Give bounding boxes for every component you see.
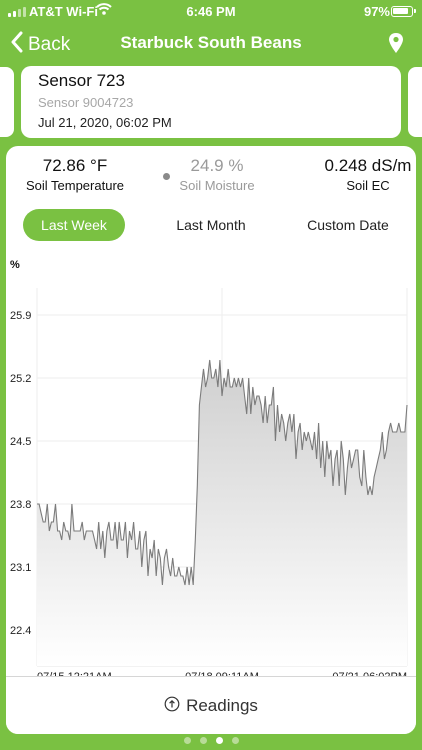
stat-label: Soil EC [346,178,390,193]
wifi-icon [96,2,112,19]
stats-row: 72.86 °F Soil Temperature 24.9 % Soil Mo… [6,156,416,198]
sensor-timestamp: Jul 21, 2020, 06:02 PM [38,115,172,130]
stat-label: Soil Moisture [179,178,255,193]
battery-percent: 97% [363,4,390,19]
y-tick-label: 25.9 [10,310,31,322]
battery-icon [391,6,416,17]
page-title: Starbuck South Beans [120,33,302,52]
selected-indicator-icon [163,173,170,180]
page-dot[interactable] [199,737,207,744]
nav-bar: Back Starbuck South Beans [0,22,422,64]
chart-y-unit: % [10,259,20,271]
page-dot[interactable] [215,737,223,744]
x-tick-label: 07/18 09:11AM [185,671,259,676]
chart-series-line [37,359,408,586]
cellular-signal-icon [8,7,26,17]
page-dot[interactable] [183,737,191,744]
status-bar: AT&T Wi-Fi 6:46 PM 97% [0,0,422,22]
readings-label: Readings [186,696,258,715]
chart-area-fill [37,360,407,666]
stat-value: 72.86 °F [42,156,108,175]
map-pin-button[interactable] [388,32,404,59]
y-tick-label: 23.1 [10,562,31,574]
chevron-left-icon [10,31,24,58]
info-circle-icon [164,696,180,717]
sensor-id: Sensor 9004723 [38,95,134,110]
map-pin-icon [388,33,404,58]
sensor-card[interactable]: Sensor 723 Sensor 9004723 Jul 21, 2020, … [21,66,401,138]
carrier-label: AT&T Wi-Fi [29,4,98,19]
y-tick-label: 23.8 [10,499,31,511]
next-sensor-card[interactable] [408,67,422,137]
stat-value: 0.248 dS/m [324,156,412,175]
soil-moisture-chart: 22.423.123.824.525.225.9 07/15 12:21AM07… [10,288,408,676]
footer-bar: Readings [6,676,416,734]
stat-soil-temperature[interactable]: 72.86 °F Soil Temperature [10,156,140,193]
clock: 6:46 PM [186,4,236,19]
previous-sensor-card[interactable] [0,67,14,137]
chart-y-ticks: 22.4 23.1 23.8 24.5 25.2 25.9 [10,310,31,637]
stat-value: 24.9 % [190,156,244,175]
back-button[interactable]: Back [10,31,70,58]
y-tick-label: 22.4 [10,625,31,637]
y-tick-label: 24.5 [10,436,31,448]
readings-button[interactable]: Readings [6,677,416,734]
tab-custom-date[interactable]: Custom Date [307,217,389,233]
stat-label: Soil Temperature [25,178,125,193]
page-dot[interactable] [231,737,239,744]
y-tick-label: 25.2 [10,373,31,385]
readings-panel: 72.86 °F Soil Temperature 24.9 % Soil Mo… [6,146,416,734]
x-tick-label: 07/15 12:21AM [37,671,112,676]
stat-soil-ec[interactable]: 0.248 dS/m Soil EC [303,156,416,193]
stat-soil-moisture[interactable]: 24.9 % Soil Moisture [152,156,282,193]
tab-last-week[interactable]: Last Week [23,209,125,241]
page-indicator[interactable] [0,737,422,744]
back-label: Back [28,33,71,55]
tab-last-month[interactable]: Last Month [176,217,246,233]
sensor-name: Sensor 723 [38,71,125,90]
